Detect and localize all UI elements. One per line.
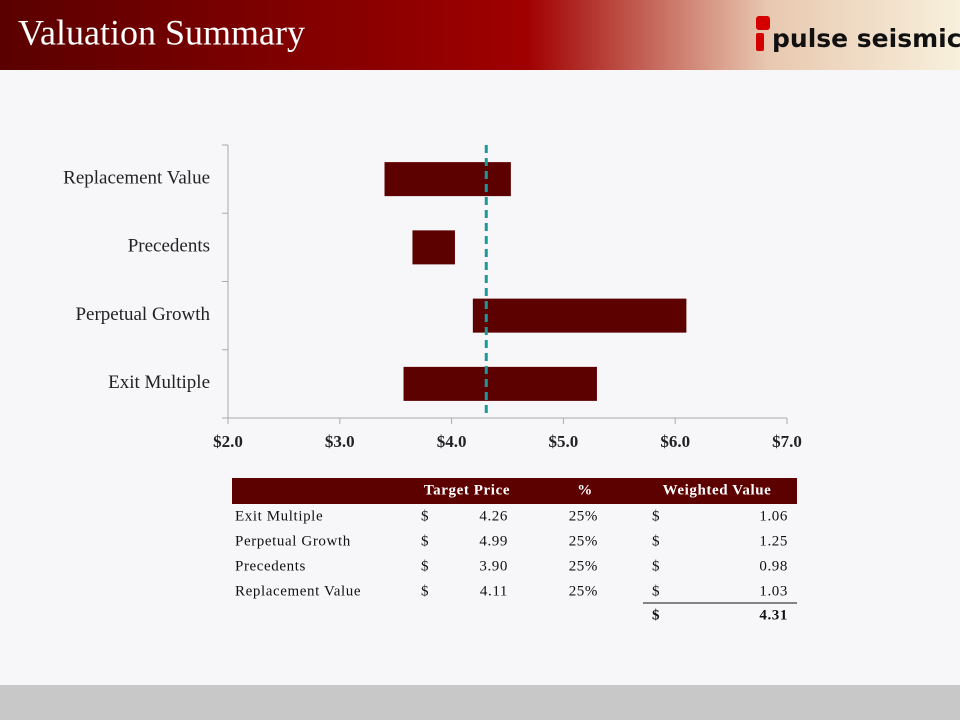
table-cell: 1.25 [759,533,788,549]
table-cell: Replacement Value [235,583,361,599]
total-value: 4.31 [759,607,788,623]
column-header: Weighted Value [663,482,772,498]
table-cell: $ [652,508,660,524]
table-cell: 4.26 [479,508,508,524]
y-tick-label: Exit Multiple [108,372,210,393]
table-cell: $ [652,533,660,549]
total-currency: $ [652,607,660,623]
table-cell: 25% [569,508,598,524]
y-tick-label: Perpetual Growth [75,304,210,325]
table-cell: $ [421,508,429,524]
header-bar [0,0,960,70]
table-cell: Perpetual Growth [235,533,351,549]
slide-title: Valuation Summary [18,12,305,52]
y-tick-label: Precedents [128,236,210,257]
table-cell: $ [421,558,429,574]
table-cell: 4.11 [480,583,508,599]
table-cell: $ [652,558,660,574]
table-cell: 3.90 [479,558,508,574]
x-tick-label: $6.0 [660,432,690,451]
logo-text: pulse seismic [772,24,960,53]
footer-bar [0,685,960,720]
table-header-bar [232,478,797,504]
table-cell: 25% [569,558,598,574]
chart: $2.0 $3.0 $4.0 $5.0 $6.0 $7.0 Replacement Valu… [63,144,802,451]
table-cell: 25% [569,533,598,549]
table: Target Price% Weighted Value Exit Multiple… [232,478,797,623]
table-cell: 1.06 [759,508,788,524]
table-cell: $ [421,583,429,599]
y-tick-label: Replacement Value [63,167,210,188]
bar [403,366,597,401]
x-tick-label: $7.0 [772,432,802,451]
table-cell: $ [421,533,429,549]
table-cell: Exit Multiple [235,508,323,524]
x-tick-label: $5.0 [549,432,579,451]
x-tick-label: $3.0 [325,432,355,451]
table-cell: Precedents [235,558,306,574]
bar [472,298,687,333]
bar [412,230,455,265]
bar [384,162,511,197]
table-cell: 25% [569,583,598,599]
x-tick-label: $2.0 [213,432,243,451]
column-header: % [577,482,593,498]
logo: pulse seismic [756,16,960,53]
column-header: Target Price [424,482,510,498]
table-cell: 0.98 [759,558,788,574]
table-cell: $ [652,583,660,599]
x-tick-label: $4.0 [437,432,467,451]
table-cell: 1.03 [759,583,788,599]
table-cell: 4.99 [479,533,508,549]
